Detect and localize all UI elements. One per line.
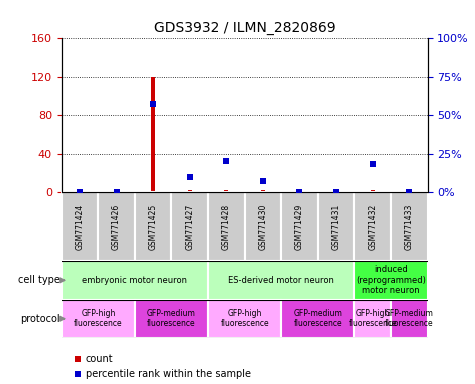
Title: GDS3932 / ILMN_2820869: GDS3932 / ILMN_2820869: [154, 21, 335, 35]
Text: GSM771431: GSM771431: [332, 204, 341, 250]
Bar: [371, 190, 374, 192]
Text: GSM771433: GSM771433: [405, 204, 414, 250]
Bar: [135, 300, 208, 338]
Text: GSM771424: GSM771424: [76, 204, 85, 250]
Bar: [354, 192, 391, 261]
Bar: [391, 300, 428, 338]
Text: GSM771429: GSM771429: [295, 204, 304, 250]
Text: embryonic motor neuron: embryonic motor neuron: [82, 276, 188, 285]
Bar: [245, 192, 281, 261]
Text: induced
(reprogrammed)
motor neuron: induced (reprogrammed) motor neuron: [356, 265, 426, 295]
Bar: [98, 192, 135, 261]
Bar: [208, 300, 281, 338]
Text: GFP-high
fluorescence: GFP-high fluorescence: [348, 309, 397, 328]
Bar: [318, 192, 354, 261]
Text: percentile rank within the sample: percentile rank within the sample: [86, 369, 250, 379]
Bar: [62, 261, 208, 300]
Bar: [62, 300, 135, 338]
Bar: [225, 190, 228, 192]
Bar: [391, 192, 428, 261]
Text: GSM771428: GSM771428: [222, 204, 231, 250]
Bar: [261, 190, 265, 192]
Bar: [281, 300, 354, 338]
Bar: [281, 192, 318, 261]
Bar: [354, 300, 391, 338]
Bar: [188, 190, 191, 192]
Text: ES-derived motor neuron: ES-derived motor neuron: [228, 276, 334, 285]
Bar: [135, 192, 171, 261]
Text: GSM771426: GSM771426: [112, 204, 121, 250]
Text: GFP-high
fluorescence: GFP-high fluorescence: [220, 309, 269, 328]
Text: GSM771427: GSM771427: [185, 204, 194, 250]
Text: GFP-medium
fluorescence: GFP-medium fluorescence: [147, 309, 196, 328]
Text: GSM771430: GSM771430: [258, 204, 267, 250]
Text: GSM771425: GSM771425: [149, 204, 158, 250]
Bar: [208, 192, 245, 261]
Text: GFP-medium
fluorescence: GFP-medium fluorescence: [294, 309, 342, 328]
Bar: [62, 192, 98, 261]
Text: protocol: protocol: [20, 314, 60, 324]
Bar: [354, 261, 428, 300]
Text: GFP-high
fluorescence: GFP-high fluorescence: [74, 309, 123, 328]
Bar: [152, 77, 155, 192]
Text: GFP-medium
fluorescence: GFP-medium fluorescence: [385, 309, 434, 328]
Text: GSM771432: GSM771432: [368, 204, 377, 250]
Bar: [208, 261, 354, 300]
Bar: [171, 192, 208, 261]
Text: count: count: [86, 354, 113, 364]
Text: cell type: cell type: [18, 275, 60, 285]
